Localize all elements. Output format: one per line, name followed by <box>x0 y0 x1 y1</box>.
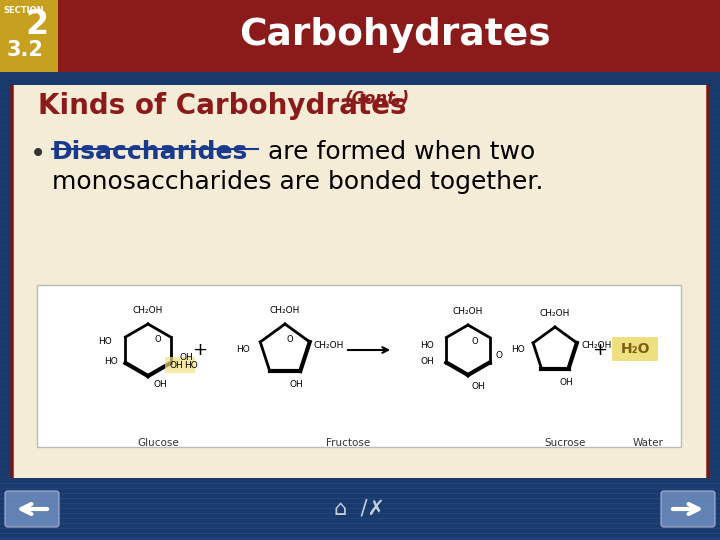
Text: HO: HO <box>236 346 250 354</box>
Text: SECTION: SECTION <box>3 6 44 15</box>
Text: CH₂OH: CH₂OH <box>313 341 343 349</box>
Text: O: O <box>472 338 478 347</box>
FancyBboxPatch shape <box>37 285 681 447</box>
Text: OH: OH <box>153 380 167 389</box>
Text: CH₂OH: CH₂OH <box>453 307 483 316</box>
Text: O: O <box>287 335 293 345</box>
Bar <box>0 0 58 72</box>
Text: OH: OH <box>471 382 485 391</box>
FancyBboxPatch shape <box>612 337 658 361</box>
Text: HO: HO <box>104 357 118 367</box>
Text: O: O <box>155 335 161 345</box>
Text: Fructose: Fructose <box>326 438 370 448</box>
Text: HO: HO <box>511 346 525 354</box>
Text: OH: OH <box>180 354 194 362</box>
Text: monosaccharides are bonded together.: monosaccharides are bonded together. <box>52 170 544 194</box>
Text: CH₂OH: CH₂OH <box>581 341 611 349</box>
Text: Glucose: Glucose <box>137 438 179 448</box>
Text: O: O <box>496 350 503 360</box>
Text: OH: OH <box>560 378 574 387</box>
FancyBboxPatch shape <box>5 491 59 527</box>
Text: Disaccharides: Disaccharides <box>52 140 248 164</box>
Text: H₂O: H₂O <box>620 342 649 356</box>
Text: HO: HO <box>420 341 434 349</box>
Text: 2: 2 <box>25 8 48 41</box>
Text: OH: OH <box>420 357 434 367</box>
Bar <box>0 72 720 85</box>
Text: Sucrose: Sucrose <box>544 438 585 448</box>
Bar <box>0 478 720 540</box>
Text: HO: HO <box>184 361 198 369</box>
Text: +: + <box>192 341 207 359</box>
Text: are formed when two: are formed when two <box>260 140 535 164</box>
Text: CH₂OH: CH₂OH <box>540 309 570 318</box>
Text: +: + <box>593 341 608 359</box>
FancyBboxPatch shape <box>165 357 195 373</box>
Text: OH: OH <box>170 361 184 369</box>
Text: •: • <box>30 140 46 168</box>
Text: OH: OH <box>290 380 304 389</box>
Text: Water: Water <box>633 438 663 448</box>
Text: CH₂OH: CH₂OH <box>270 306 300 315</box>
Text: Kinds of Carbohydrates: Kinds of Carbohydrates <box>38 92 407 120</box>
Text: CH₂OH: CH₂OH <box>132 306 163 315</box>
FancyBboxPatch shape <box>661 491 715 527</box>
FancyBboxPatch shape <box>12 72 708 484</box>
Text: ⌂  /✗: ⌂ /✗ <box>335 499 385 519</box>
Text: 3.2: 3.2 <box>7 40 44 60</box>
Bar <box>0 0 720 72</box>
Text: (Cont.): (Cont.) <box>345 90 410 108</box>
Text: HO: HO <box>98 338 112 347</box>
Text: Carbohydrates: Carbohydrates <box>239 17 551 53</box>
